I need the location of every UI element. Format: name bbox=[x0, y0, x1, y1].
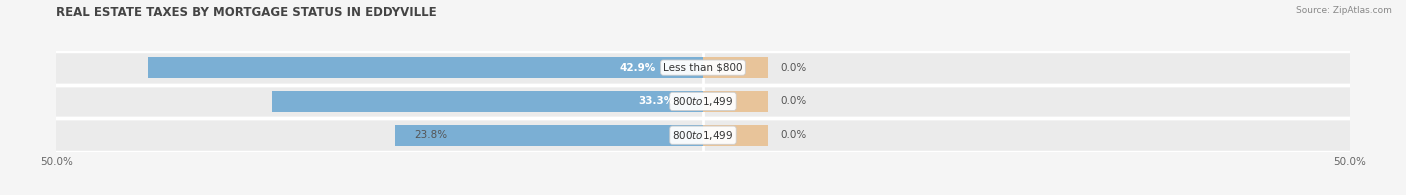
Text: Less than $800: Less than $800 bbox=[664, 63, 742, 73]
Bar bbox=[56, 118, 1350, 152]
Bar bbox=[56, 51, 1350, 84]
Text: 42.9%: 42.9% bbox=[620, 63, 657, 73]
Bar bbox=[395, 125, 703, 146]
Text: Source: ZipAtlas.com: Source: ZipAtlas.com bbox=[1296, 6, 1392, 15]
Bar bbox=[56, 84, 1350, 118]
Text: REAL ESTATE TAXES BY MORTGAGE STATUS IN EDDYVILLE: REAL ESTATE TAXES BY MORTGAGE STATUS IN … bbox=[56, 6, 437, 19]
Bar bbox=[148, 57, 703, 78]
Text: 23.8%: 23.8% bbox=[415, 130, 447, 140]
Text: $800 to $1,499: $800 to $1,499 bbox=[672, 129, 734, 142]
Text: 0.0%: 0.0% bbox=[780, 63, 807, 73]
Text: 0.0%: 0.0% bbox=[780, 130, 807, 140]
Bar bbox=[703, 57, 768, 78]
Bar bbox=[273, 91, 703, 112]
Text: 0.0%: 0.0% bbox=[780, 96, 807, 106]
Text: 33.3%: 33.3% bbox=[638, 96, 675, 106]
Text: $800 to $1,499: $800 to $1,499 bbox=[672, 95, 734, 108]
Bar bbox=[703, 91, 768, 112]
Bar bbox=[703, 125, 768, 146]
